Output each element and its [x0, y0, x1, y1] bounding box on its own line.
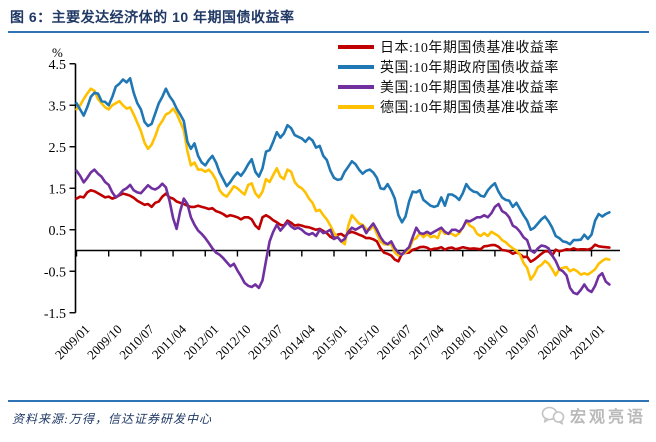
x-tick-label: 2021/01: [567, 322, 608, 363]
x-tick-label: 2009/01: [52, 322, 93, 363]
y-tick-label: 0.5: [49, 224, 67, 239]
y-tick-label: 1.5: [49, 182, 67, 197]
source-note: 资料来源:万得，信达证券研发中心: [12, 412, 212, 426]
chat-bubbles-icon: [541, 406, 565, 425]
series-line-germany: [75, 87, 611, 281]
legend-label-japan: 日本:10年期国债基准收益率: [380, 39, 559, 56]
top-divider: [8, 31, 649, 33]
bottom-divider: [8, 400, 649, 402]
x-tick-label: 2012/10: [213, 322, 254, 363]
legend-label-us: 美国:10年期国债基准收益率: [380, 79, 559, 96]
x-tick-label: 2012/01: [181, 322, 222, 363]
y-tick-label: 4.5: [49, 58, 67, 73]
y-axis-unit-label: %: [52, 45, 63, 60]
x-tick-label: 2018/10: [470, 322, 511, 363]
series-line-uk: [75, 77, 611, 246]
x-tick-label: 2020/04: [535, 321, 576, 362]
x-tick-label: 2014/04: [277, 321, 318, 362]
watermark-text: 宏观亮语: [569, 409, 646, 426]
x-tick-label: 2010/07: [116, 321, 157, 362]
figure-title: 图 6：主要发达经济体的 10 年期国债收益率: [10, 9, 295, 25]
y-tick-label: -1.5: [44, 307, 66, 322]
x-tick-label: 2017/04: [406, 321, 447, 362]
x-tick-label: 2015/01: [309, 322, 350, 363]
x-tick-label: 2013/07: [245, 321, 286, 362]
y-tick-label: 3.5: [49, 99, 67, 114]
x-tick-label: 2018/01: [438, 322, 479, 363]
y-tick-label: 2.5: [49, 141, 67, 156]
legend-label-uk: 英国:10年期政府国债收益率: [380, 59, 559, 76]
y-tick-label: -0.5: [44, 265, 66, 280]
x-tick-label: 2015/10: [342, 322, 383, 363]
legend-label-germany: 德国:10年期国债基准收益率: [380, 99, 559, 116]
x-tick-label: 2019/07: [503, 321, 544, 362]
series-line-us: [75, 168, 611, 296]
x-tick-label: 2009/10: [84, 322, 125, 363]
x-tick-label: 2016/07: [374, 321, 415, 362]
watermark: 宏观亮语: [541, 403, 646, 427]
